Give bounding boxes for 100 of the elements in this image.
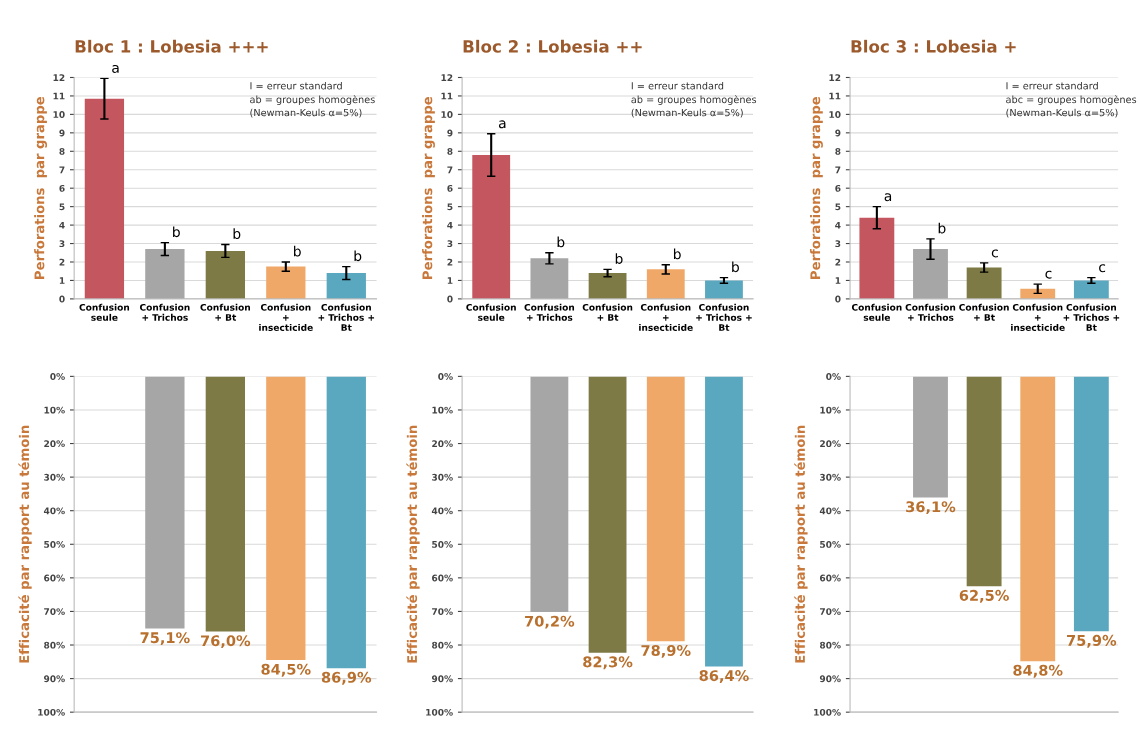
y-axis-title: Perforations par grappe bbox=[422, 96, 435, 279]
bar bbox=[1073, 280, 1109, 299]
y-tick-label: 8 bbox=[59, 148, 65, 155]
data-label: 36,1% bbox=[906, 501, 956, 515]
y-tick-label: 5 bbox=[835, 203, 841, 211]
y-tick-label: 60% bbox=[44, 574, 65, 582]
y-tick-label: 4 bbox=[59, 221, 65, 229]
y-tick-label: 7 bbox=[59, 166, 65, 174]
y-tick-label: 30% bbox=[44, 473, 65, 481]
annotation: a bbox=[498, 120, 506, 129]
bar bbox=[646, 376, 685, 642]
y-tick-label: 100% bbox=[426, 708, 453, 716]
y-tick-label: 70% bbox=[44, 608, 65, 615]
bar bbox=[326, 273, 366, 299]
y-tick-label: 9 bbox=[59, 129, 65, 137]
y-tick-label: 8 bbox=[835, 148, 841, 155]
y-tick-label: 2 bbox=[447, 258, 453, 266]
annotation: b bbox=[354, 250, 362, 262]
y-tick-label: 12 bbox=[829, 74, 841, 81]
x-tick-label: Confusion + Trichos bbox=[524, 303, 575, 321]
annotation: I = erreur standard ab = groupes homogènes (Newman-Keuls α=5%) bbox=[631, 81, 757, 118]
y-axis-title: Perforations par grappe bbox=[34, 96, 48, 279]
bar bbox=[705, 376, 743, 667]
data-label: 75,1% bbox=[140, 632, 190, 646]
annotation: b bbox=[938, 222, 946, 234]
y-tick-label: 3 bbox=[447, 240, 453, 248]
y-tick-label: 4 bbox=[835, 221, 841, 229]
x-tick-label: Confusion + Trichos bbox=[905, 303, 956, 321]
data-label: 76,0% bbox=[201, 635, 251, 649]
annotation: b bbox=[173, 226, 180, 238]
y-axis-title: Perforations par grappe bbox=[810, 96, 823, 279]
y-tick-label: 20% bbox=[820, 440, 841, 448]
x-tick-label: Confusion seule bbox=[466, 303, 516, 321]
x-tick-label: Confusion + Trichos bbox=[139, 303, 190, 321]
y-tick-label: 20% bbox=[44, 440, 65, 448]
y-tick-label: 4 bbox=[447, 221, 453, 229]
bar bbox=[472, 154, 511, 299]
y-tick-label: 6 bbox=[835, 184, 841, 192]
y-tick-label: 11 bbox=[441, 92, 453, 100]
bar bbox=[588, 376, 627, 653]
y-tick-label: 11 bbox=[829, 92, 841, 100]
y-tick-label: 9 bbox=[835, 129, 841, 137]
x-tick-label: Confusion seule bbox=[851, 303, 902, 321]
y-tick-label: 50% bbox=[432, 541, 453, 548]
annotation: c bbox=[1045, 270, 1052, 279]
y-tick-label: 10% bbox=[44, 406, 65, 414]
y-tick-label: 9 bbox=[447, 129, 453, 137]
y-tick-label: 40% bbox=[819, 507, 841, 515]
data-label: 62,5% bbox=[959, 589, 1009, 603]
y-tick-label: 12 bbox=[53, 74, 65, 81]
bar bbox=[1020, 376, 1056, 662]
x-tick-label: Confusion + insecticide bbox=[259, 303, 313, 331]
y-axis-title: Efficacité par rapport au témoin bbox=[18, 425, 32, 663]
annotation: b bbox=[294, 245, 301, 257]
y-tick-label: 0 bbox=[447, 295, 453, 303]
annotation: I = erreur standard abc = groupes homogènes (Newman-Keuls α=5%) bbox=[1006, 81, 1137, 118]
y-tick-label: 2 bbox=[835, 258, 841, 266]
y-tick-label: 30% bbox=[820, 473, 841, 481]
chart-title: Bloc 2 : Lobesia ++ bbox=[463, 39, 642, 53]
y-tick-label: 3 bbox=[835, 240, 841, 248]
y-tick-label: 0% bbox=[50, 373, 65, 380]
x-tick-label: Confusion + Bt bbox=[959, 303, 1009, 321]
y-tick-label: 1 bbox=[835, 277, 841, 284]
x-tick-label: Confusion + Bt bbox=[200, 303, 250, 321]
y-tick-label: 10% bbox=[820, 406, 841, 414]
y-tick-label: 80% bbox=[819, 641, 841, 649]
y-tick-label: 1 bbox=[447, 277, 453, 284]
data-label: 86,4% bbox=[699, 670, 749, 684]
y-tick-label: 50% bbox=[820, 541, 841, 548]
y-tick-label: 6 bbox=[447, 184, 453, 192]
bar bbox=[966, 267, 1002, 299]
annotation: b bbox=[673, 248, 681, 260]
y-tick-label: 8 bbox=[447, 148, 453, 155]
y-tick-label: 10% bbox=[432, 406, 453, 414]
bar bbox=[1073, 376, 1109, 632]
annotation: b bbox=[233, 228, 241, 239]
bar bbox=[530, 258, 569, 299]
chart-title: Bloc 3 : Lobesia + bbox=[851, 39, 1016, 53]
y-tick-label: 70% bbox=[820, 608, 841, 615]
bar bbox=[145, 249, 185, 299]
bar bbox=[913, 249, 948, 299]
y-tick-label: 11 bbox=[53, 92, 65, 100]
y-tick-label: 100% bbox=[814, 708, 841, 716]
data-label: 82,3% bbox=[583, 656, 633, 670]
y-tick-label: 40% bbox=[431, 507, 453, 515]
y-tick-label: 90% bbox=[431, 675, 453, 683]
y-axis-title: Efficacité par rapport au témoin bbox=[406, 425, 420, 663]
y-tick-label: 50% bbox=[44, 541, 65, 548]
bar bbox=[646, 269, 685, 299]
y-tick-label: 0% bbox=[438, 373, 453, 380]
y-tick-label: 80% bbox=[432, 641, 453, 649]
data-label: 84,5% bbox=[261, 663, 311, 677]
x-tick-label: Confusion + Bt bbox=[582, 303, 633, 321]
bar bbox=[966, 376, 1002, 587]
y-tick-label: 100% bbox=[38, 708, 65, 716]
y-tick-label: 60% bbox=[432, 574, 453, 582]
y-tick-label: 90% bbox=[44, 675, 65, 683]
y-tick-label: 7 bbox=[835, 166, 841, 174]
bar bbox=[205, 250, 245, 299]
annotation: b bbox=[557, 236, 565, 248]
